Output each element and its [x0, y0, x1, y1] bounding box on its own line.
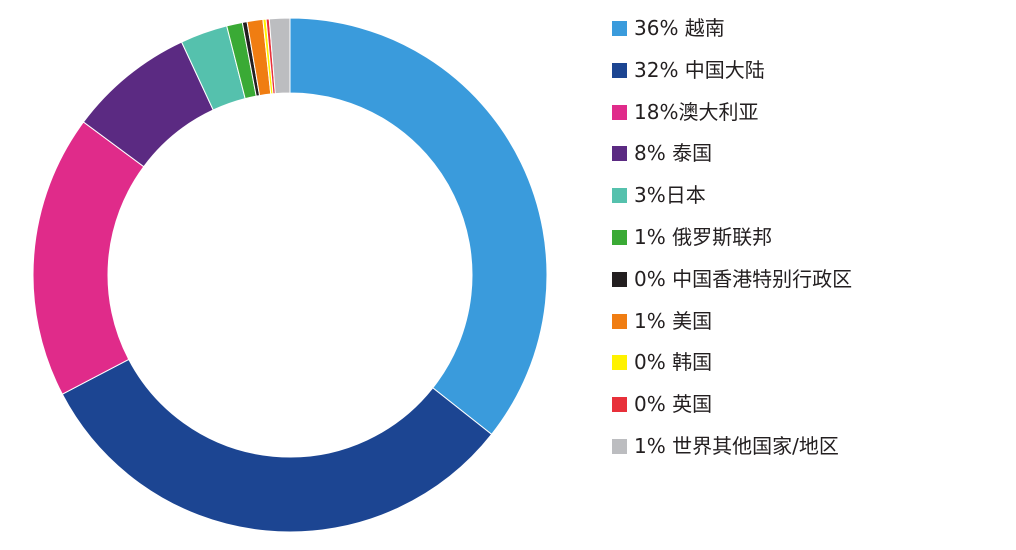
legend-item: 32% 中国大陆	[612, 54, 1012, 96]
donut-chart	[32, 17, 548, 533]
legend-item: 1% 美国	[612, 305, 1012, 347]
legend-item: 18%澳大利亚	[612, 96, 1012, 138]
legend-item: 36% 越南	[612, 12, 1012, 54]
legend-swatch	[612, 146, 627, 162]
legend-item: 0% 英国	[612, 388, 1012, 430]
legend-item: 1% 世界其他国家/地区	[612, 430, 1012, 472]
legend-swatch	[612, 397, 627, 413]
legend-label: 0% 中国香港特别行政区	[634, 266, 853, 291]
legend-item: 3%日本	[612, 179, 1012, 221]
pie-slice-1	[61, 358, 493, 533]
legend-label: 18%澳大利亚	[634, 99, 759, 124]
legend-label: 1% 美国	[634, 308, 713, 333]
legend-label: 32% 中国大陆	[634, 57, 765, 82]
legend-label: 1% 世界其他国家/地区	[634, 433, 839, 458]
legend-swatch	[612, 438, 627, 454]
legend-label: 0% 韩国	[634, 350, 713, 375]
legend-swatch	[612, 188, 627, 204]
legend-item: 1% 俄罗斯联邦	[612, 221, 1012, 263]
legend-label: 1% 俄罗斯联邦	[634, 224, 773, 249]
legend-label: 36% 越南	[634, 16, 725, 40]
legend-item: 0% 中国香港特别行政区	[612, 263, 1012, 305]
legend-swatch	[612, 313, 627, 329]
legend-swatch	[612, 62, 627, 78]
legend-label: 3%日本	[634, 183, 706, 208]
legend-label: 0% 英国	[634, 392, 713, 417]
legend-swatch	[612, 104, 627, 120]
pie-slice-10	[268, 17, 291, 95]
legend-swatch	[612, 229, 627, 245]
legend-swatch	[612, 21, 627, 36]
legend-label: 8% 泰国	[634, 141, 713, 166]
legend-item: 0% 韩国	[612, 346, 1012, 388]
pie-slice-2	[32, 121, 145, 395]
legend-swatch	[612, 355, 627, 371]
legend-item: 8% 泰国	[612, 137, 1012, 179]
pie-slice-0	[289, 17, 548, 436]
legend-swatch	[612, 271, 627, 287]
legend: 36% 越南 32% 中国大陆 18%澳大利亚 8% 泰国 3%日本 1% 俄罗斯联邦 0%…	[612, 12, 1012, 472]
